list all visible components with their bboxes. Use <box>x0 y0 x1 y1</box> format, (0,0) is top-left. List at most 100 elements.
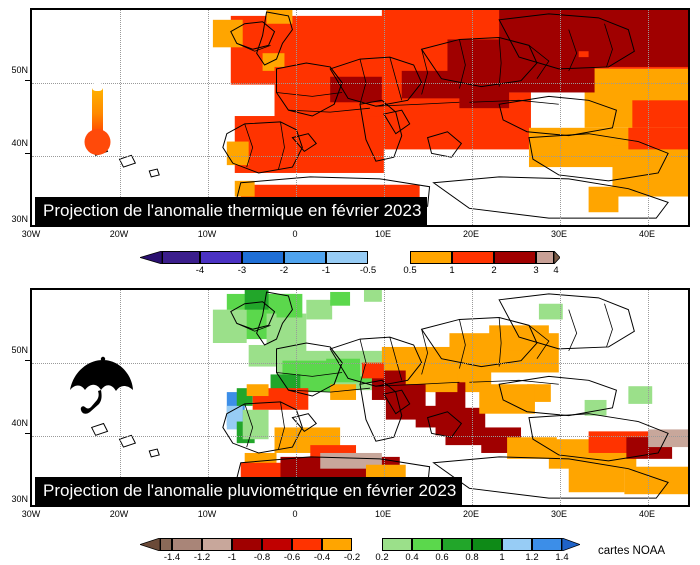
gridline-vertical <box>207 290 209 505</box>
x-tick-label: 20E <box>462 509 480 519</box>
x-tick-label: 30W <box>21 509 41 519</box>
gridline-horizontal <box>32 82 688 84</box>
gridline-horizontal <box>32 362 688 364</box>
colorbar-tick: -2 <box>279 265 289 276</box>
gridline-horizontal <box>32 435 688 437</box>
x-tick-label: 0 <box>292 229 298 239</box>
credit-label: cartes NOAA <box>598 545 666 557</box>
colorbar-segment <box>532 538 562 551</box>
gridline-horizontal <box>32 155 688 157</box>
y-tick-label: 30N <box>11 214 28 224</box>
colorbar-segment <box>322 538 352 551</box>
colorbar-segment <box>494 251 536 264</box>
colorbar-tick: 3 <box>533 265 539 276</box>
gridline-vertical <box>383 10 385 225</box>
gridline-vertical <box>559 290 561 505</box>
x-tick-label: 30E <box>550 229 568 239</box>
precipitation-panel: Projection de l'anomalie pluviométrique … <box>0 280 700 565</box>
colorbar-segment <box>326 251 368 264</box>
colorbar-segment <box>284 251 326 264</box>
colorbar-tick: -0.6 <box>283 552 301 563</box>
colorbar-tick: -0.8 <box>253 552 271 563</box>
x-tick-label: 40E <box>638 229 656 239</box>
colorbar-segment <box>200 251 242 264</box>
colorbar-tick: 0.5 <box>403 265 417 276</box>
x-tick-label: 0 <box>292 509 298 519</box>
gridline-vertical <box>471 290 473 505</box>
colorbar-neutral-gap <box>368 251 410 264</box>
gridline-vertical <box>471 10 473 225</box>
colorbar-tick: -0.2 <box>343 552 361 563</box>
precipitation-colorbar-labels: -1.4 -1.2 -1 -0.8 -0.6 -0.4 -0.2 0.2 0.4… <box>140 552 580 564</box>
temperature-colorbar <box>138 249 561 266</box>
colorbar-segment <box>410 251 452 264</box>
colorbar-tick: 1 <box>499 552 505 563</box>
colorbar-tick: 2 <box>491 265 497 276</box>
y-tick-mark <box>25 360 31 361</box>
colorbar-tick: 0.6 <box>435 552 449 563</box>
colorbar-tick: 0.8 <box>465 552 479 563</box>
colorbar-over-arrow <box>561 537 582 552</box>
colorbar-tick: -4 <box>195 265 205 276</box>
colorbar-segment <box>472 538 502 551</box>
colorbar-tick: 0.2 <box>375 552 389 563</box>
temperature-map-canvas <box>32 10 688 225</box>
gridline-vertical <box>207 10 209 225</box>
colorbar-neutral-gap <box>352 538 382 551</box>
gridline-vertical <box>383 290 385 505</box>
gridline-vertical <box>559 10 561 225</box>
colorbar-tick: 1 <box>449 265 455 276</box>
x-tick-label: 40E <box>638 509 656 519</box>
temperature-colorbar-labels: -4 -3 -2 -1 -0.5 0.5 1 2 3 4 <box>140 265 560 277</box>
colorbar-segment <box>292 538 322 551</box>
colorbar-under-arrow <box>138 250 163 265</box>
colorbar-tick: 4 <box>553 265 559 276</box>
gridline-vertical <box>119 290 121 505</box>
colorbar-segment <box>162 251 200 264</box>
colorbar-segment <box>452 251 494 264</box>
y-tick-label: 50N <box>11 65 28 75</box>
x-tick-label: 10W <box>197 509 217 519</box>
temperature-map-title: Projection de l'anomalie thermique en fé… <box>35 197 428 225</box>
colorbar-segment <box>502 538 532 551</box>
x-tick-label: 10E <box>374 229 392 239</box>
colorbar-segment <box>382 538 412 551</box>
y-tick-mark <box>25 80 31 81</box>
precipitation-map-frame: Projection de l'anomalie pluviométrique … <box>30 288 690 507</box>
precipitation-colorbar <box>138 537 582 552</box>
colorbar-over-arrow <box>553 249 561 266</box>
colorbar-segment <box>160 538 172 551</box>
y-tick-label: 40N <box>11 138 28 148</box>
colorbar-segment <box>232 538 262 551</box>
colorbar-tick: -1 <box>227 552 237 563</box>
y-tick-mark <box>25 433 31 434</box>
colorbar-tick: -3 <box>237 265 247 276</box>
colorbar-segment <box>442 538 472 551</box>
colorbar-segment <box>172 538 202 551</box>
y-tick-label: 30N <box>11 494 28 504</box>
thermometer-icon <box>80 78 116 164</box>
temperature-map-frame: Projection de l'anomalie thermique en fé… <box>30 8 690 227</box>
y-tick-mark <box>25 153 31 154</box>
y-tick-label: 40N <box>11 418 28 428</box>
colorbar-segment <box>412 538 442 551</box>
colorbar-tick: -1.4 <box>163 552 181 563</box>
gridline-vertical <box>647 10 649 225</box>
x-tick-label: 10E <box>374 509 392 519</box>
colorbar-tick: 1.4 <box>555 552 569 563</box>
gridline-vertical <box>647 290 649 505</box>
colorbar-tick: -1 <box>321 265 331 276</box>
colorbar-segment <box>536 251 554 264</box>
colorbar-tick: 1.2 <box>525 552 539 563</box>
temperature-panel: Projection de l'anomalie thermique en fé… <box>0 8 700 277</box>
x-tick-label: 10W <box>197 229 217 239</box>
colorbar-under-arrow <box>138 537 161 552</box>
temperature-x-axis: 30W 20W 10W 0 10E 20E 30E 40E <box>0 229 700 243</box>
colorbar-tick: -0.5 <box>359 265 377 276</box>
colorbar-tick: 0.4 <box>405 552 419 563</box>
colorbar-segment <box>202 538 232 551</box>
colorbar-tick: -0.4 <box>313 552 331 563</box>
umbrella-icon <box>66 352 138 418</box>
gridline-vertical <box>295 10 297 225</box>
